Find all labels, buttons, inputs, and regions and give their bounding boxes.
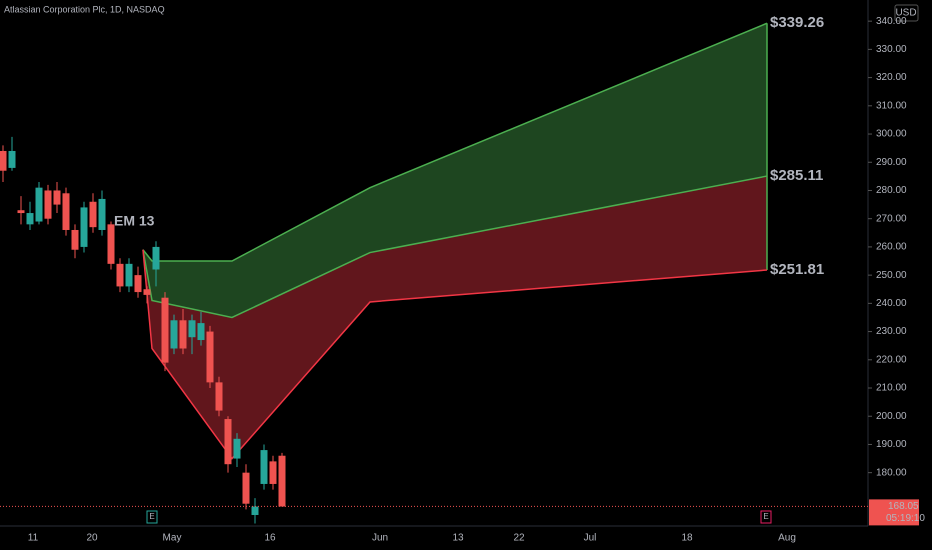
- last-price-box: [869, 499, 919, 526]
- x-tick-label: 20: [86, 533, 98, 544]
- candle-body: [224, 419, 232, 465]
- candle-body: [143, 289, 151, 295]
- countdown: 05:19:10: [886, 513, 925, 524]
- candle-body: [170, 320, 178, 349]
- y-tick-label: 280.00: [876, 185, 907, 196]
- x-tick-label: 18: [681, 533, 693, 544]
- event-marker-box: [760, 510, 772, 524]
- y-tick-label: 260.00: [876, 242, 907, 253]
- candle-body: [62, 193, 70, 230]
- y-tick-label: 190.00: [876, 439, 907, 450]
- x-tick-label: May: [163, 533, 182, 544]
- event-marker-box: [146, 510, 158, 524]
- candle-body: [107, 224, 115, 264]
- candle-body: [53, 190, 61, 205]
- candle-body: [98, 198, 106, 230]
- candle-body: [188, 320, 196, 338]
- candle-body: [17, 210, 25, 214]
- candle-body: [26, 213, 34, 225]
- x-tick-label: Aug: [778, 533, 796, 544]
- mid-line: [142, 175, 768, 319]
- y-tick-label: 330.00: [876, 44, 907, 55]
- candle-body: [206, 331, 214, 383]
- candle-body: [197, 323, 205, 341]
- lower-line: [142, 249, 768, 460]
- y-tick-label: 340.00: [876, 16, 907, 27]
- upper-band: [143, 23, 767, 318]
- y-tick-label: 230.00: [876, 326, 907, 337]
- x-tick-label: 11: [28, 533, 39, 544]
- y-tick-label: 180.00: [876, 467, 907, 478]
- y-tick-label: 240.00: [876, 298, 907, 309]
- candle-body: [152, 246, 160, 270]
- y-tick-label: 250.00: [876, 270, 907, 281]
- candle-body: [233, 438, 241, 459]
- chart-title: Atlassian Corporation Plc, 1D, NASDAQ: [4, 4, 165, 14]
- upper-line: [142, 22, 768, 262]
- candle-body: [134, 275, 142, 293]
- candle-body: [80, 207, 88, 247]
- event-marker: E: [149, 512, 154, 521]
- upper-label: $339.26: [770, 14, 824, 31]
- candle-body: [44, 190, 52, 219]
- x-tick-label: 16: [264, 533, 276, 544]
- candle-body: [89, 201, 97, 228]
- y-tick-label: 200.00: [876, 411, 907, 422]
- mid-label: $285.11: [770, 167, 823, 184]
- event-marker: E: [763, 512, 768, 521]
- candle-body: [251, 506, 259, 515]
- candle-body: [71, 229, 79, 250]
- y-tick-label: 210.00: [876, 383, 907, 394]
- lower-band: [143, 176, 767, 459]
- y-tick-label: 300.00: [876, 129, 907, 140]
- candle-body: [161, 297, 169, 363]
- candle-body: [269, 461, 277, 484]
- currency-box: [894, 4, 919, 22]
- y-tick-label: 310.00: [876, 100, 907, 111]
- x-tick-label: 13: [452, 533, 464, 544]
- x-tick-label: 22: [513, 533, 525, 544]
- candle-body: [242, 472, 250, 504]
- candle-body: [125, 263, 133, 287]
- candle-body: [260, 450, 268, 484]
- candle-body: [215, 382, 223, 411]
- x-tick-label: Jun: [372, 533, 388, 544]
- annotation: EM 13: [114, 213, 155, 229]
- candle-body: [116, 263, 124, 287]
- lower-label: $251.81: [770, 261, 824, 278]
- currency: USD: [895, 8, 916, 19]
- last-price-label: 168.05: [888, 501, 919, 512]
- y-tick-label: 320.00: [876, 72, 907, 83]
- candle-body: [8, 150, 16, 168]
- candle-body: [278, 455, 286, 507]
- x-tick-label: Jul: [584, 533, 597, 544]
- candle-body: [35, 187, 43, 222]
- candle-body: [179, 320, 187, 349]
- y-tick-label: 220.00: [876, 354, 907, 365]
- y-tick-label: 290.00: [876, 157, 907, 168]
- candle-body: [0, 150, 7, 171]
- y-tick-label: 270.00: [876, 213, 907, 224]
